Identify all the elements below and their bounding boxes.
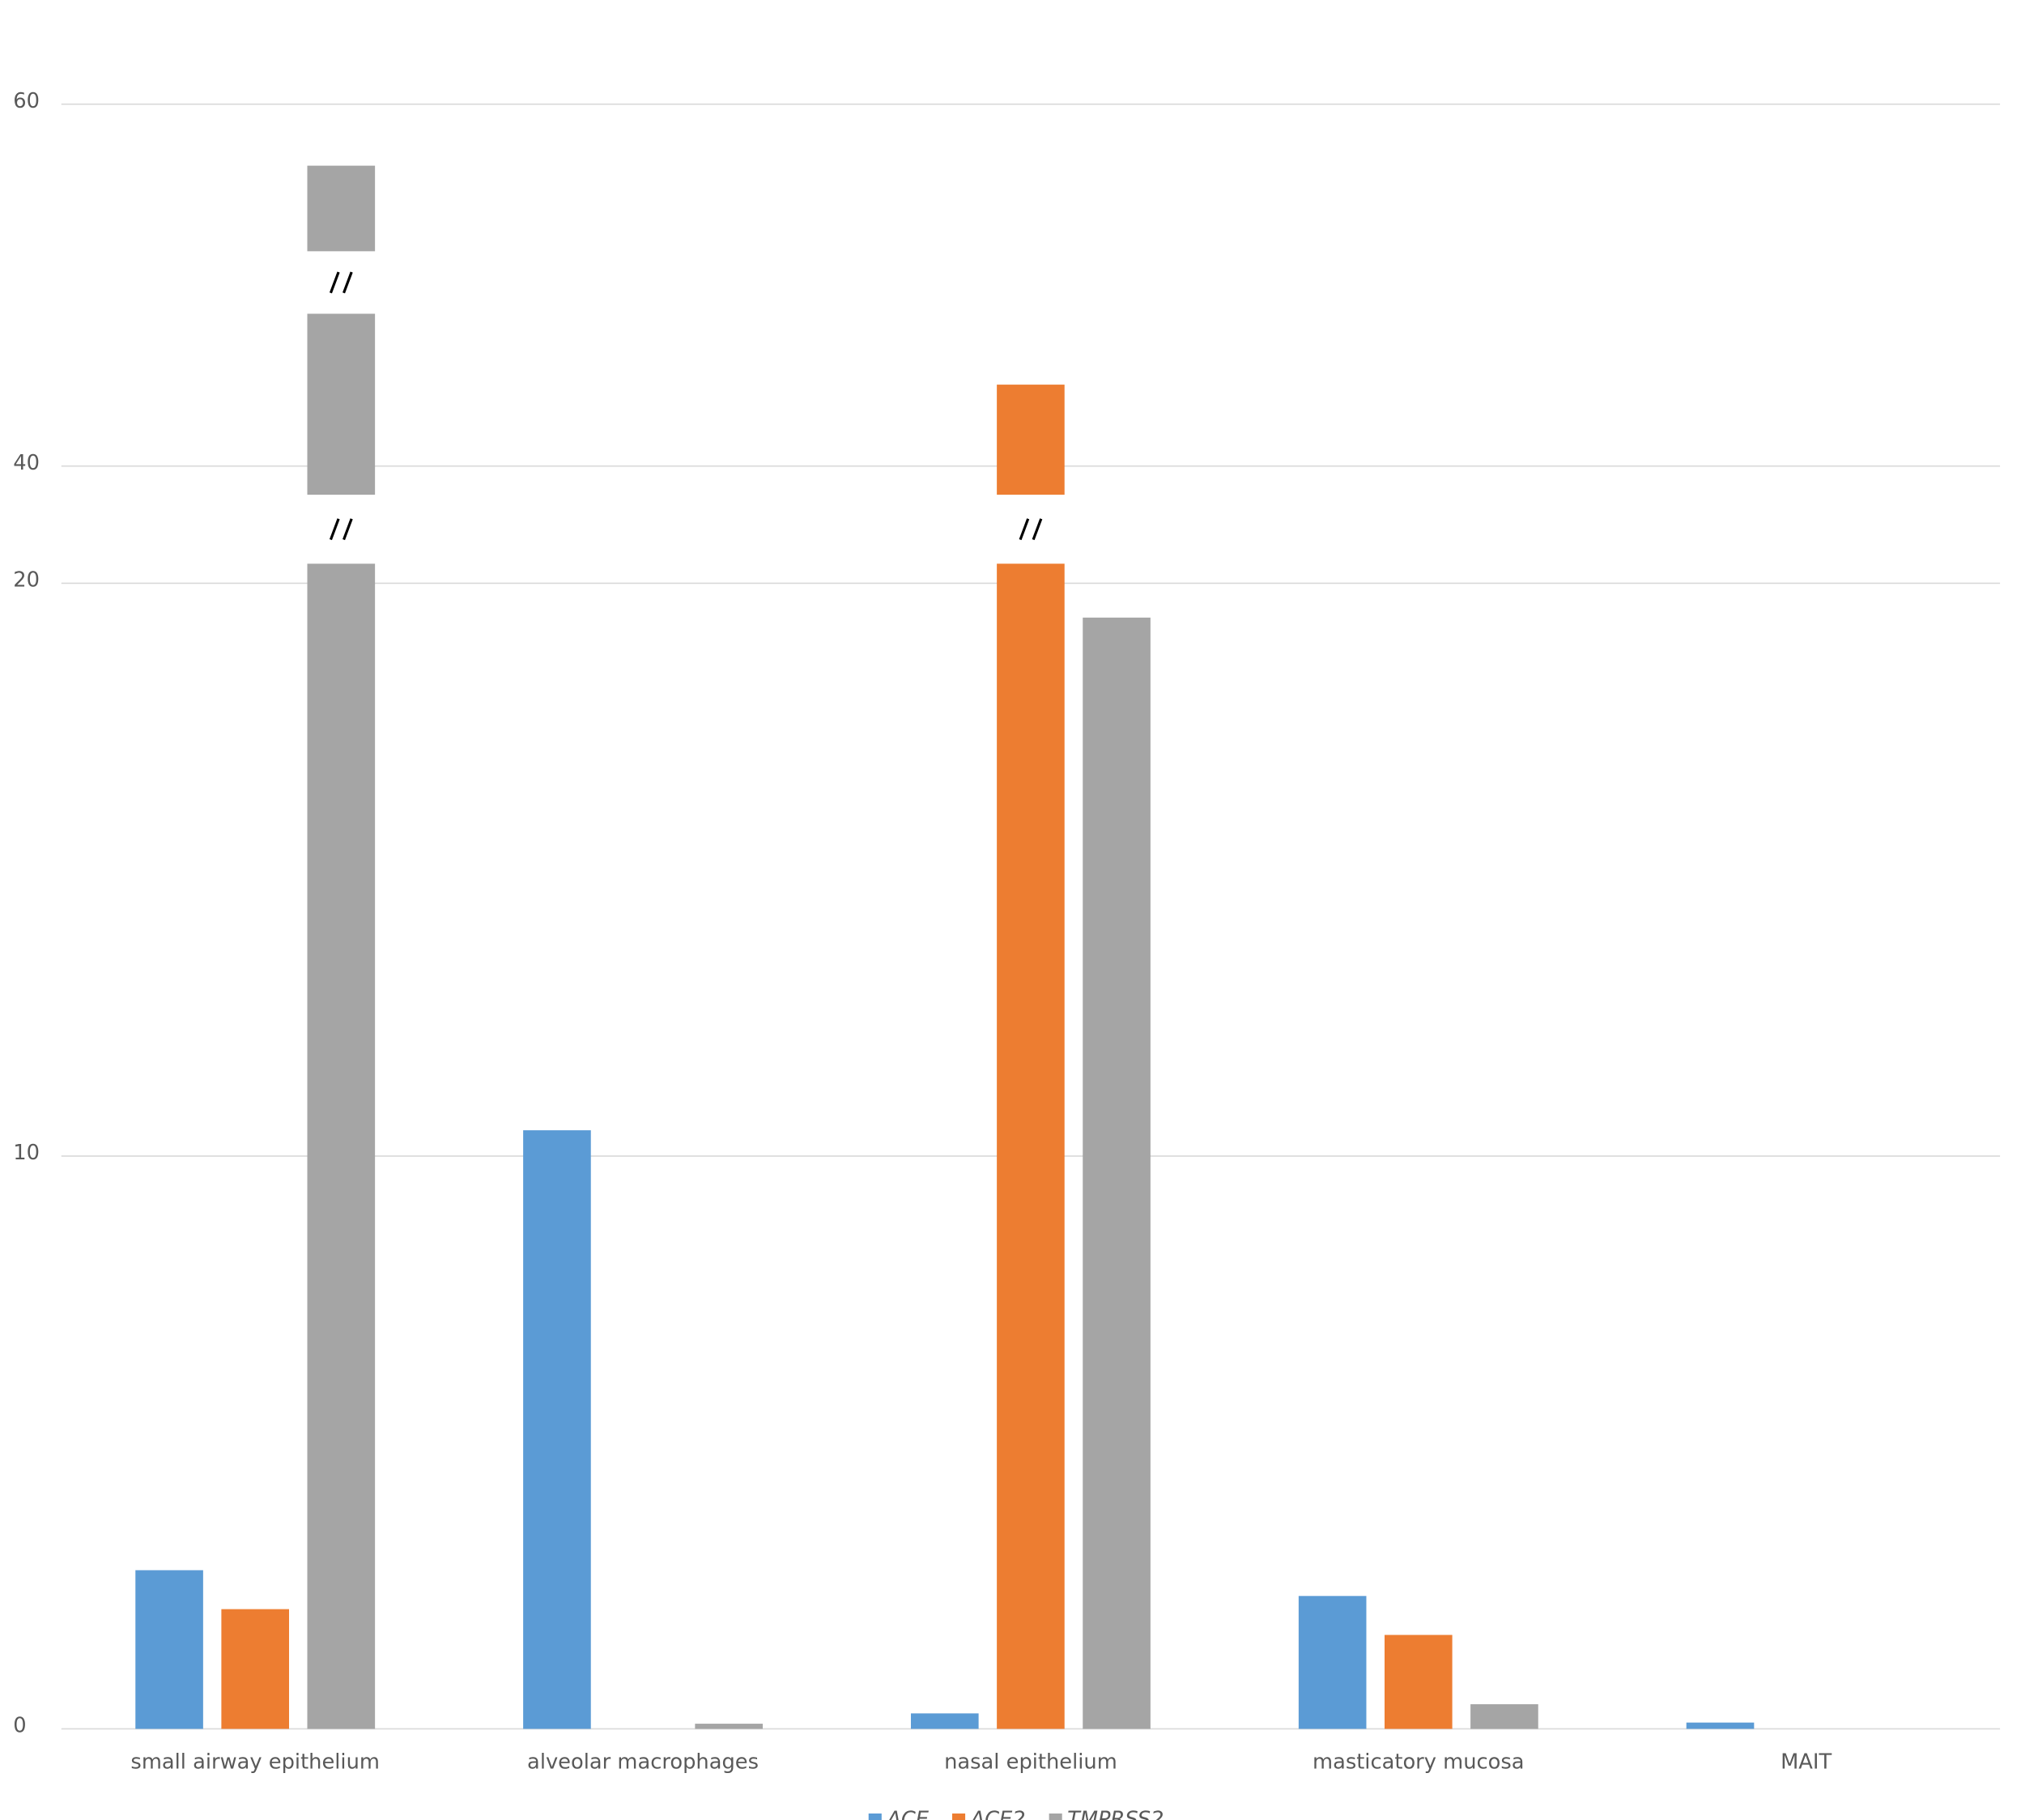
bar: [910, 1713, 979, 1729]
y-tick-label: 0: [13, 1714, 26, 1738]
legend-swatch: [951, 1813, 966, 1820]
bar: [307, 165, 376, 1729]
y-tick-label: 10: [13, 1141, 40, 1165]
legend-swatch: [1049, 1813, 1062, 1820]
bar: [997, 385, 1065, 1729]
x-tick-label: nasal epithelium: [944, 1750, 1117, 1775]
break-mark: [343, 518, 353, 541]
x-tick-label: masticatory mucosa: [1313, 1750, 1525, 1775]
bar: [135, 1570, 203, 1729]
break-mark: [1032, 518, 1043, 541]
bar: [221, 1609, 290, 1729]
legend-label: ACE: [885, 1808, 930, 1820]
axis-break-gap: [305, 251, 377, 314]
legend-label: ACE2: [969, 1808, 1026, 1820]
bar: [1298, 1596, 1367, 1729]
bar: [523, 1130, 591, 1729]
bar: [1384, 1635, 1453, 1729]
break-mark: [1019, 518, 1030, 541]
y-tick-label: 60: [13, 89, 40, 113]
break-mark: [329, 518, 340, 541]
legend-swatch: [868, 1813, 882, 1820]
break-mark: [329, 271, 340, 294]
bar: [695, 1724, 763, 1729]
break-mark: [343, 271, 353, 294]
x-tick-label: small airway epithelium: [130, 1750, 380, 1775]
y-tick-label: 40: [13, 451, 40, 475]
bar: [1686, 1722, 1755, 1729]
axis-break-gap: [995, 495, 1066, 564]
x-tick-label: alveolar macrophages: [527, 1750, 759, 1775]
bar: [1470, 1704, 1538, 1729]
bar: [1083, 617, 1151, 1729]
axis-break-gap: [305, 495, 377, 564]
y-tick-label: 20: [13, 568, 40, 593]
legend-label: TMPRSS2: [1067, 1808, 1164, 1820]
x-tick-label: MAIT: [1781, 1750, 1832, 1775]
